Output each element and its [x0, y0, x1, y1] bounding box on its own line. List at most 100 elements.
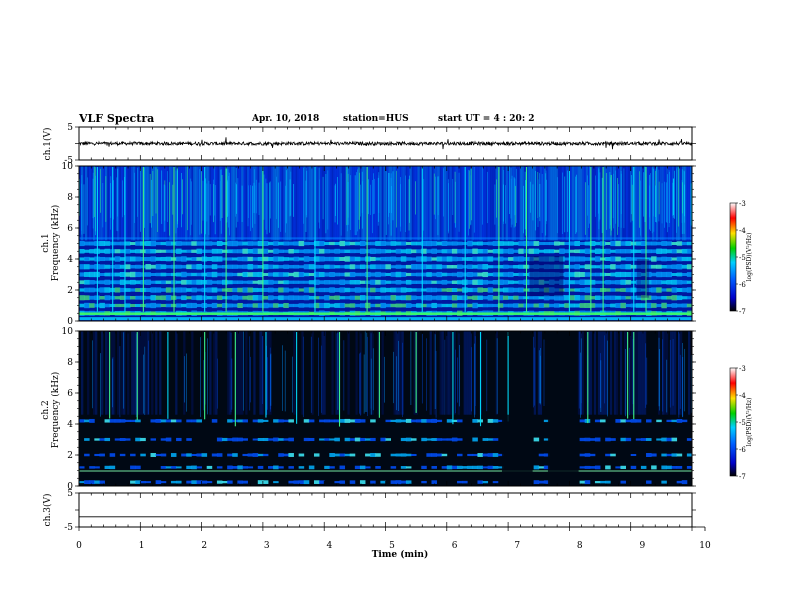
- spectrogram-band: [411, 303, 417, 308]
- spectrogram-band: [681, 419, 688, 423]
- spectrogram-band: [457, 280, 463, 285]
- spectrogram-band: [334, 481, 340, 484]
- spectrogram-texture: [535, 166, 539, 241]
- spectrogram-band: [165, 241, 172, 246]
- spectrogram-band: [247, 453, 254, 457]
- spectrogram-band: [482, 453, 489, 457]
- y-tick-label: 5: [67, 489, 73, 499]
- spectrogram-band: [436, 303, 443, 308]
- spectrogram-band: [165, 280, 172, 284]
- spectrogram-texture: [613, 331, 617, 415]
- spectrogram-band: [676, 465, 683, 469]
- spectrogram-band: [635, 241, 642, 246]
- colorbar-gradient: [729, 202, 737, 312]
- spectrogram-texture: [679, 166, 683, 241]
- spectrogram-band: [124, 303, 131, 308]
- spectrogram-band: [262, 288, 269, 292]
- spectrogram-band: [625, 296, 632, 300]
- spectrogram-band: [155, 280, 162, 284]
- spectrogram-texture: [145, 166, 148, 241]
- x-tick-label: 1: [139, 541, 145, 551]
- spectrogram-band: [79, 237, 692, 240]
- spectrogram-band: [640, 241, 647, 246]
- spectrogram-band: [416, 249, 422, 254]
- spectrogram-band: [574, 303, 581, 308]
- spectrogram-texture: [205, 166, 208, 241]
- spectrogram-band: [451, 280, 458, 285]
- spectrogram-band: [349, 256, 356, 262]
- spectrogram-band: [170, 466, 177, 469]
- spectrogram-band: [472, 272, 478, 277]
- spectrogram-band: [492, 303, 499, 308]
- spectrogram-band: [605, 480, 611, 484]
- spectrogram-band: [676, 480, 683, 484]
- spectrogram-band: [411, 257, 417, 261]
- y-tick-label: 6: [67, 224, 73, 234]
- spectrogram-texture: [655, 166, 659, 241]
- spectrogram-band: [630, 419, 637, 423]
- spectrogram-band: [99, 264, 105, 270]
- spectrogram-band: [610, 288, 616, 292]
- spectrogram-texture: [183, 166, 186, 241]
- spectrogram-texture: [87, 166, 90, 241]
- spectrogram-band: [79, 240, 85, 247]
- spectrogram-band: [150, 256, 157, 262]
- spectrogram-band: [313, 256, 320, 262]
- spectrogram-band: [135, 256, 141, 262]
- spectrogram-band: [104, 257, 111, 261]
- spectrogram-band: [615, 271, 621, 278]
- spectrogram-band: [385, 287, 392, 293]
- spectrogram-band: [589, 453, 596, 457]
- colorbar-tick-label: -4: [739, 392, 746, 400]
- spectrogram-band: [400, 480, 407, 484]
- spectrogram-texture: [595, 166, 599, 241]
- spectrogram-band: [329, 264, 335, 269]
- spectrogram-band: [313, 264, 320, 269]
- spectrogram-band: [548, 241, 555, 246]
- spectrogram-band: [247, 272, 254, 277]
- spectrogram-band: [176, 280, 182, 284]
- spectrogram-band: [298, 271, 305, 278]
- spectrogram-texture: [405, 166, 408, 241]
- spectrogram-band: [324, 272, 330, 277]
- spectrogram-band: [150, 280, 157, 284]
- spectrogram-band: [405, 295, 412, 301]
- spectrogram-band: [421, 303, 427, 308]
- spectrogram-band: [620, 257, 626, 261]
- spectrogram-texture: [223, 166, 226, 241]
- spectrogram-texture: [121, 331, 124, 415]
- spectrogram-band: [548, 264, 555, 269]
- spectrogram-band: [390, 295, 397, 301]
- spectrogram-band: [354, 287, 361, 293]
- spectrogram-texture: [459, 166, 462, 241]
- spectrogram-band: [324, 241, 330, 246]
- spectrogram-band: [216, 256, 223, 262]
- spectrogram-band: [492, 265, 499, 269]
- spectrogram-band: [671, 257, 678, 261]
- spectrogram-texture: [625, 331, 629, 415]
- spectrogram-band: [308, 241, 315, 246]
- spectrogram-band: [380, 279, 386, 285]
- spectrogram-band: [211, 248, 218, 254]
- spectrogram-band: [421, 264, 427, 270]
- spectrogram-band: [114, 264, 121, 270]
- spectrogram-band: [656, 419, 662, 423]
- spectrogram-band: [497, 288, 504, 292]
- spectrogram-texture: [215, 331, 218, 415]
- spectrogram-texture: [333, 166, 336, 241]
- spectrogram-band: [487, 303, 494, 308]
- spectrogram-band: [620, 271, 626, 278]
- spectrogram-band: [640, 272, 647, 277]
- spectrogram-texture: [257, 166, 260, 241]
- spectrogram-band: [513, 295, 519, 300]
- spectrogram-band: [114, 256, 121, 262]
- spectrogram-band: [79, 257, 85, 261]
- spectrogram-texture: [307, 166, 310, 241]
- spectrogram-texture: [195, 166, 198, 241]
- spectrogram-texture: [235, 331, 238, 415]
- spectrogram-band: [482, 480, 489, 484]
- spectrogram-band: [579, 265, 586, 269]
- spectrogram-band: [334, 303, 340, 308]
